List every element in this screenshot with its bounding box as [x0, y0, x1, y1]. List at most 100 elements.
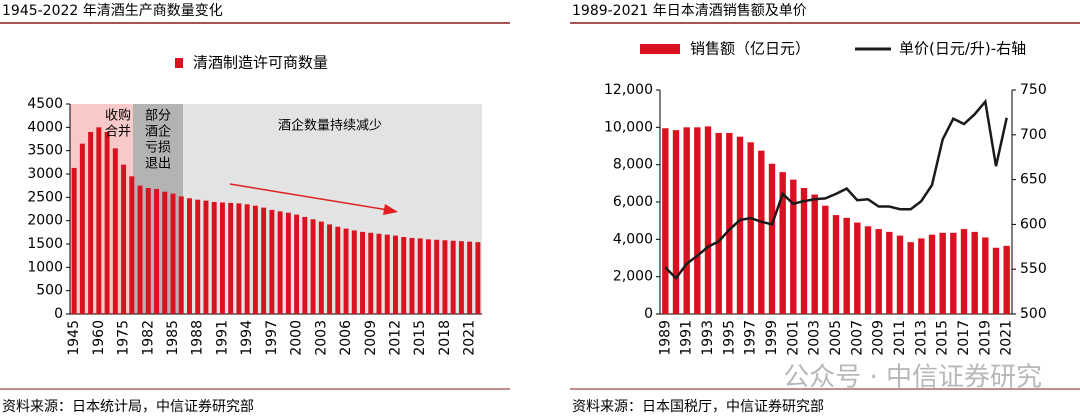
bar	[294, 214, 300, 314]
arrow-head	[383, 204, 398, 215]
y-tick-label: 8,000	[613, 157, 653, 173]
bar	[779, 172, 786, 314]
bar	[907, 242, 914, 314]
x-tick-label: 1994	[239, 320, 255, 356]
bar	[285, 212, 291, 314]
bar	[960, 229, 968, 314]
bar	[318, 221, 324, 314]
bar	[154, 188, 159, 314]
x-tick-label: 1985	[165, 320, 181, 356]
x-tick-label: 2013	[913, 320, 929, 356]
bar	[368, 232, 374, 314]
bar	[768, 163, 776, 314]
bar	[162, 191, 168, 314]
annotation: 合并	[105, 125, 131, 140]
annotation: 退出	[145, 157, 171, 172]
x-tick-label: 2015	[412, 320, 428, 356]
bar	[971, 231, 978, 314]
y-tick-label: 10,000	[604, 119, 653, 135]
x-tick-label: 1991	[679, 320, 695, 356]
x-tick-label: 2009	[871, 320, 887, 356]
bar	[822, 205, 829, 314]
bar	[409, 237, 415, 314]
bar	[302, 216, 308, 314]
bar	[244, 204, 250, 314]
bar	[843, 217, 850, 314]
y-tick-label: 1500	[27, 236, 63, 252]
bar	[261, 207, 267, 314]
bar	[277, 211, 283, 314]
annotation: 酒企	[145, 124, 171, 140]
y2-tick-label: 500	[1020, 306, 1047, 322]
source: 资料来源：日本统计局，中信证券研究部	[2, 399, 254, 415]
x-tick-label: 1991	[214, 320, 230, 356]
bar	[203, 200, 209, 314]
bar	[896, 235, 904, 314]
annotation: 部分	[145, 109, 171, 124]
bar	[112, 148, 118, 314]
bar	[145, 188, 151, 314]
y2-tick-label: 550	[1020, 261, 1047, 277]
bar	[694, 127, 701, 314]
chart-title: 1945-2022 年清酒生产商数量变化	[2, 3, 223, 19]
x-tick-label: 1988	[190, 320, 206, 356]
bar	[992, 247, 1000, 314]
bar	[195, 199, 201, 314]
bar	[854, 222, 861, 314]
bar	[864, 226, 872, 314]
x-tick-label: 1995	[721, 320, 737, 356]
bar	[928, 234, 936, 314]
y2-tick-label: 750	[1020, 82, 1047, 98]
bar	[704, 126, 712, 315]
x-tick-label: 2003	[313, 320, 329, 356]
y-tick-label: 6,000	[613, 194, 653, 210]
bar	[672, 130, 680, 314]
y-tick-label: 2,000	[613, 269, 653, 285]
bar	[442, 240, 448, 314]
x-tick-label: 2009	[363, 320, 379, 356]
bar	[178, 196, 184, 314]
legend-swatch	[640, 44, 680, 54]
y-tick-label: 500	[36, 283, 63, 299]
bar	[236, 203, 242, 314]
bar	[187, 198, 192, 314]
bar	[376, 233, 382, 314]
legend-label: 单价(日元/升)-右轴	[899, 40, 1026, 58]
x-tick-label: 1982	[140, 320, 156, 356]
bar	[736, 136, 744, 314]
x-tick-label: 2012	[387, 320, 403, 356]
x-tick-label: 2019	[977, 320, 993, 356]
watermark: 公众号 · 中信证券研究	[783, 363, 1042, 393]
x-tick-label: 2000	[289, 320, 305, 356]
x-tick-label: 1989	[657, 320, 673, 356]
bar	[726, 132, 733, 314]
bar	[335, 226, 341, 314]
x-tick-label: 1999	[764, 320, 780, 356]
bar	[790, 179, 797, 314]
y-tick-label: 12,000	[604, 82, 653, 98]
bar	[384, 234, 390, 314]
bar	[88, 132, 94, 314]
bar	[662, 128, 669, 314]
bar	[467, 241, 473, 314]
bar	[939, 232, 946, 314]
bar	[434, 239, 440, 314]
y2-tick-label: 700	[1020, 127, 1047, 143]
line	[664, 98, 1008, 281]
x-tick-label: 1993	[700, 320, 716, 356]
x-tick-label: 1997	[743, 320, 759, 356]
bar	[170, 193, 176, 314]
legend-label: 销售额（亿日元）	[690, 40, 810, 58]
bar	[950, 232, 957, 314]
y-tick-label: 3500	[27, 143, 63, 159]
chart-title: 1989-2021 年日本清酒销售额及单价	[572, 3, 807, 19]
y-tick-label: 2500	[27, 189, 63, 205]
bar	[401, 237, 407, 314]
bar	[343, 228, 349, 314]
bar	[758, 150, 765, 314]
bar	[715, 132, 722, 314]
x-tick-label: 1945	[66, 320, 82, 356]
x-tick-label: 1975	[116, 320, 132, 356]
bar	[450, 240, 456, 314]
